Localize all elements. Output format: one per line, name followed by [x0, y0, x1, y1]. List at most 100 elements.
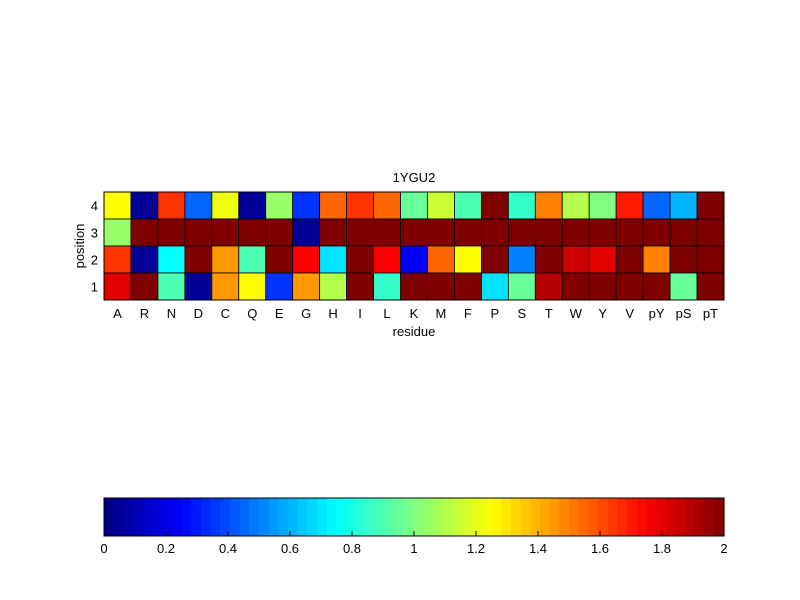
- colorbar-band: [404, 498, 415, 536]
- heatmap-cell: [184, 218, 213, 247]
- colorbar-band: [113, 498, 124, 536]
- colorbar-tick-label: 0: [100, 541, 107, 556]
- colorbar-band: [229, 498, 241, 536]
- heatmap-cells: [103, 191, 725, 301]
- heatmap-cell: [319, 245, 348, 274]
- colorbar-tick-label: 1.8: [653, 541, 671, 556]
- heatmap-cell: [346, 218, 374, 247]
- x-tick-label: Q: [247, 306, 257, 321]
- heatmap-cell: [238, 218, 267, 247]
- heatmap-cell: [292, 272, 321, 301]
- heatmap-cell: [427, 218, 455, 247]
- colorbar-band: [646, 498, 657, 536]
- heatmap-cell: [211, 245, 240, 274]
- colorbar-band: [123, 498, 134, 536]
- colorbar-band: [539, 498, 551, 536]
- colorbar-band: [375, 498, 386, 536]
- colorbar-tick-label: 0.2: [157, 541, 175, 556]
- heatmap-cell: [238, 191, 267, 220]
- chart-title: 1YGU2: [393, 170, 436, 185]
- x-tick-label: pT: [703, 306, 718, 321]
- heatmap-cell: [373, 191, 401, 220]
- heatmap-cell: [373, 218, 401, 247]
- heatmap-cell: [184, 245, 213, 274]
- colorbar-band: [452, 498, 464, 536]
- heatmap-cell: [642, 218, 671, 247]
- colorbar-band: [249, 498, 260, 536]
- colorbar-band: [210, 498, 221, 536]
- heatmap-cell: [238, 245, 267, 274]
- heatmap-cell: [265, 191, 294, 220]
- heatmap-cell: [615, 245, 644, 274]
- heatmap-cell: [157, 245, 186, 274]
- heatmap-cell: [346, 272, 374, 301]
- colorbar-band: [317, 498, 328, 536]
- x-tick-label: W: [570, 306, 583, 321]
- colorbar-band: [617, 498, 628, 536]
- heatmap-cell: [615, 218, 644, 247]
- colorbar-band: [627, 498, 638, 536]
- colorbar-band: [559, 498, 570, 536]
- heatmap-cell: [615, 272, 644, 301]
- colorbar-gradient: [104, 498, 725, 536]
- x-tick-label: pS: [676, 306, 692, 321]
- heatmap-cell: [588, 245, 617, 274]
- heatmap-cell: [346, 191, 374, 220]
- colorbar-band: [288, 498, 299, 536]
- heatmap-cell: [373, 245, 401, 274]
- heatmap-cell: [319, 191, 348, 220]
- colorbar-band: [530, 498, 541, 536]
- heatmap-cell: [346, 245, 374, 274]
- heatmap-cell: [130, 272, 159, 301]
- heatmap-cell: [588, 191, 617, 220]
- heatmap-frame: [103, 191, 725, 301]
- colorbar-band: [491, 498, 502, 536]
- heatmap-cell: [427, 272, 455, 301]
- colorbar-band: [171, 498, 183, 536]
- colorbar-band: [694, 498, 706, 536]
- heatmap-cell: [696, 218, 725, 247]
- x-tick-label: P: [491, 306, 500, 321]
- heatmap-cell: [319, 218, 348, 247]
- heatmap-cell: [615, 191, 644, 220]
- x-axis-label: residue: [393, 324, 436, 339]
- heatmap-cell: [292, 218, 321, 247]
- x-tick-label: L: [383, 306, 390, 321]
- colorbar-band: [636, 498, 648, 536]
- heatmap-cell: [292, 245, 321, 274]
- x-tick-label: pY: [649, 306, 665, 321]
- x-tick-label: V: [625, 306, 634, 321]
- heatmap-cell: [292, 191, 321, 220]
- colorbar-band: [433, 498, 444, 536]
- heatmap-cell: [130, 245, 159, 274]
- colorbar-band: [133, 498, 144, 536]
- heatmap-cell: [103, 272, 132, 301]
- colorbar-band: [104, 498, 115, 536]
- x-tick-label: T: [545, 306, 553, 321]
- heatmap-cell: [265, 245, 294, 274]
- colorbar-band: [346, 498, 357, 536]
- heatmap-cell: [373, 272, 401, 301]
- x-tick-label: I: [358, 306, 362, 321]
- heatmap-cell: [534, 191, 563, 220]
- heatmap-cell: [400, 191, 428, 220]
- heatmap-cell: [211, 272, 240, 301]
- x-tick-label: A: [113, 306, 122, 321]
- colorbar-band: [520, 498, 531, 536]
- y-tick-label: 3: [91, 226, 98, 241]
- x-tick-label: C: [221, 306, 230, 321]
- heatmap-cell: [103, 191, 132, 220]
- x-tick-label: N: [167, 306, 176, 321]
- x-tick-label: E: [275, 306, 284, 321]
- heatmap-cell: [454, 245, 482, 274]
- colorbar-band: [501, 498, 512, 536]
- heatmap-cell: [157, 272, 186, 301]
- colorbar-band: [704, 498, 715, 536]
- colorbar-band: [297, 498, 309, 536]
- heatmap-cell: [480, 245, 509, 274]
- heatmap-cell: [454, 191, 482, 220]
- colorbar-band: [200, 498, 212, 536]
- x-tick-label: S: [517, 306, 526, 321]
